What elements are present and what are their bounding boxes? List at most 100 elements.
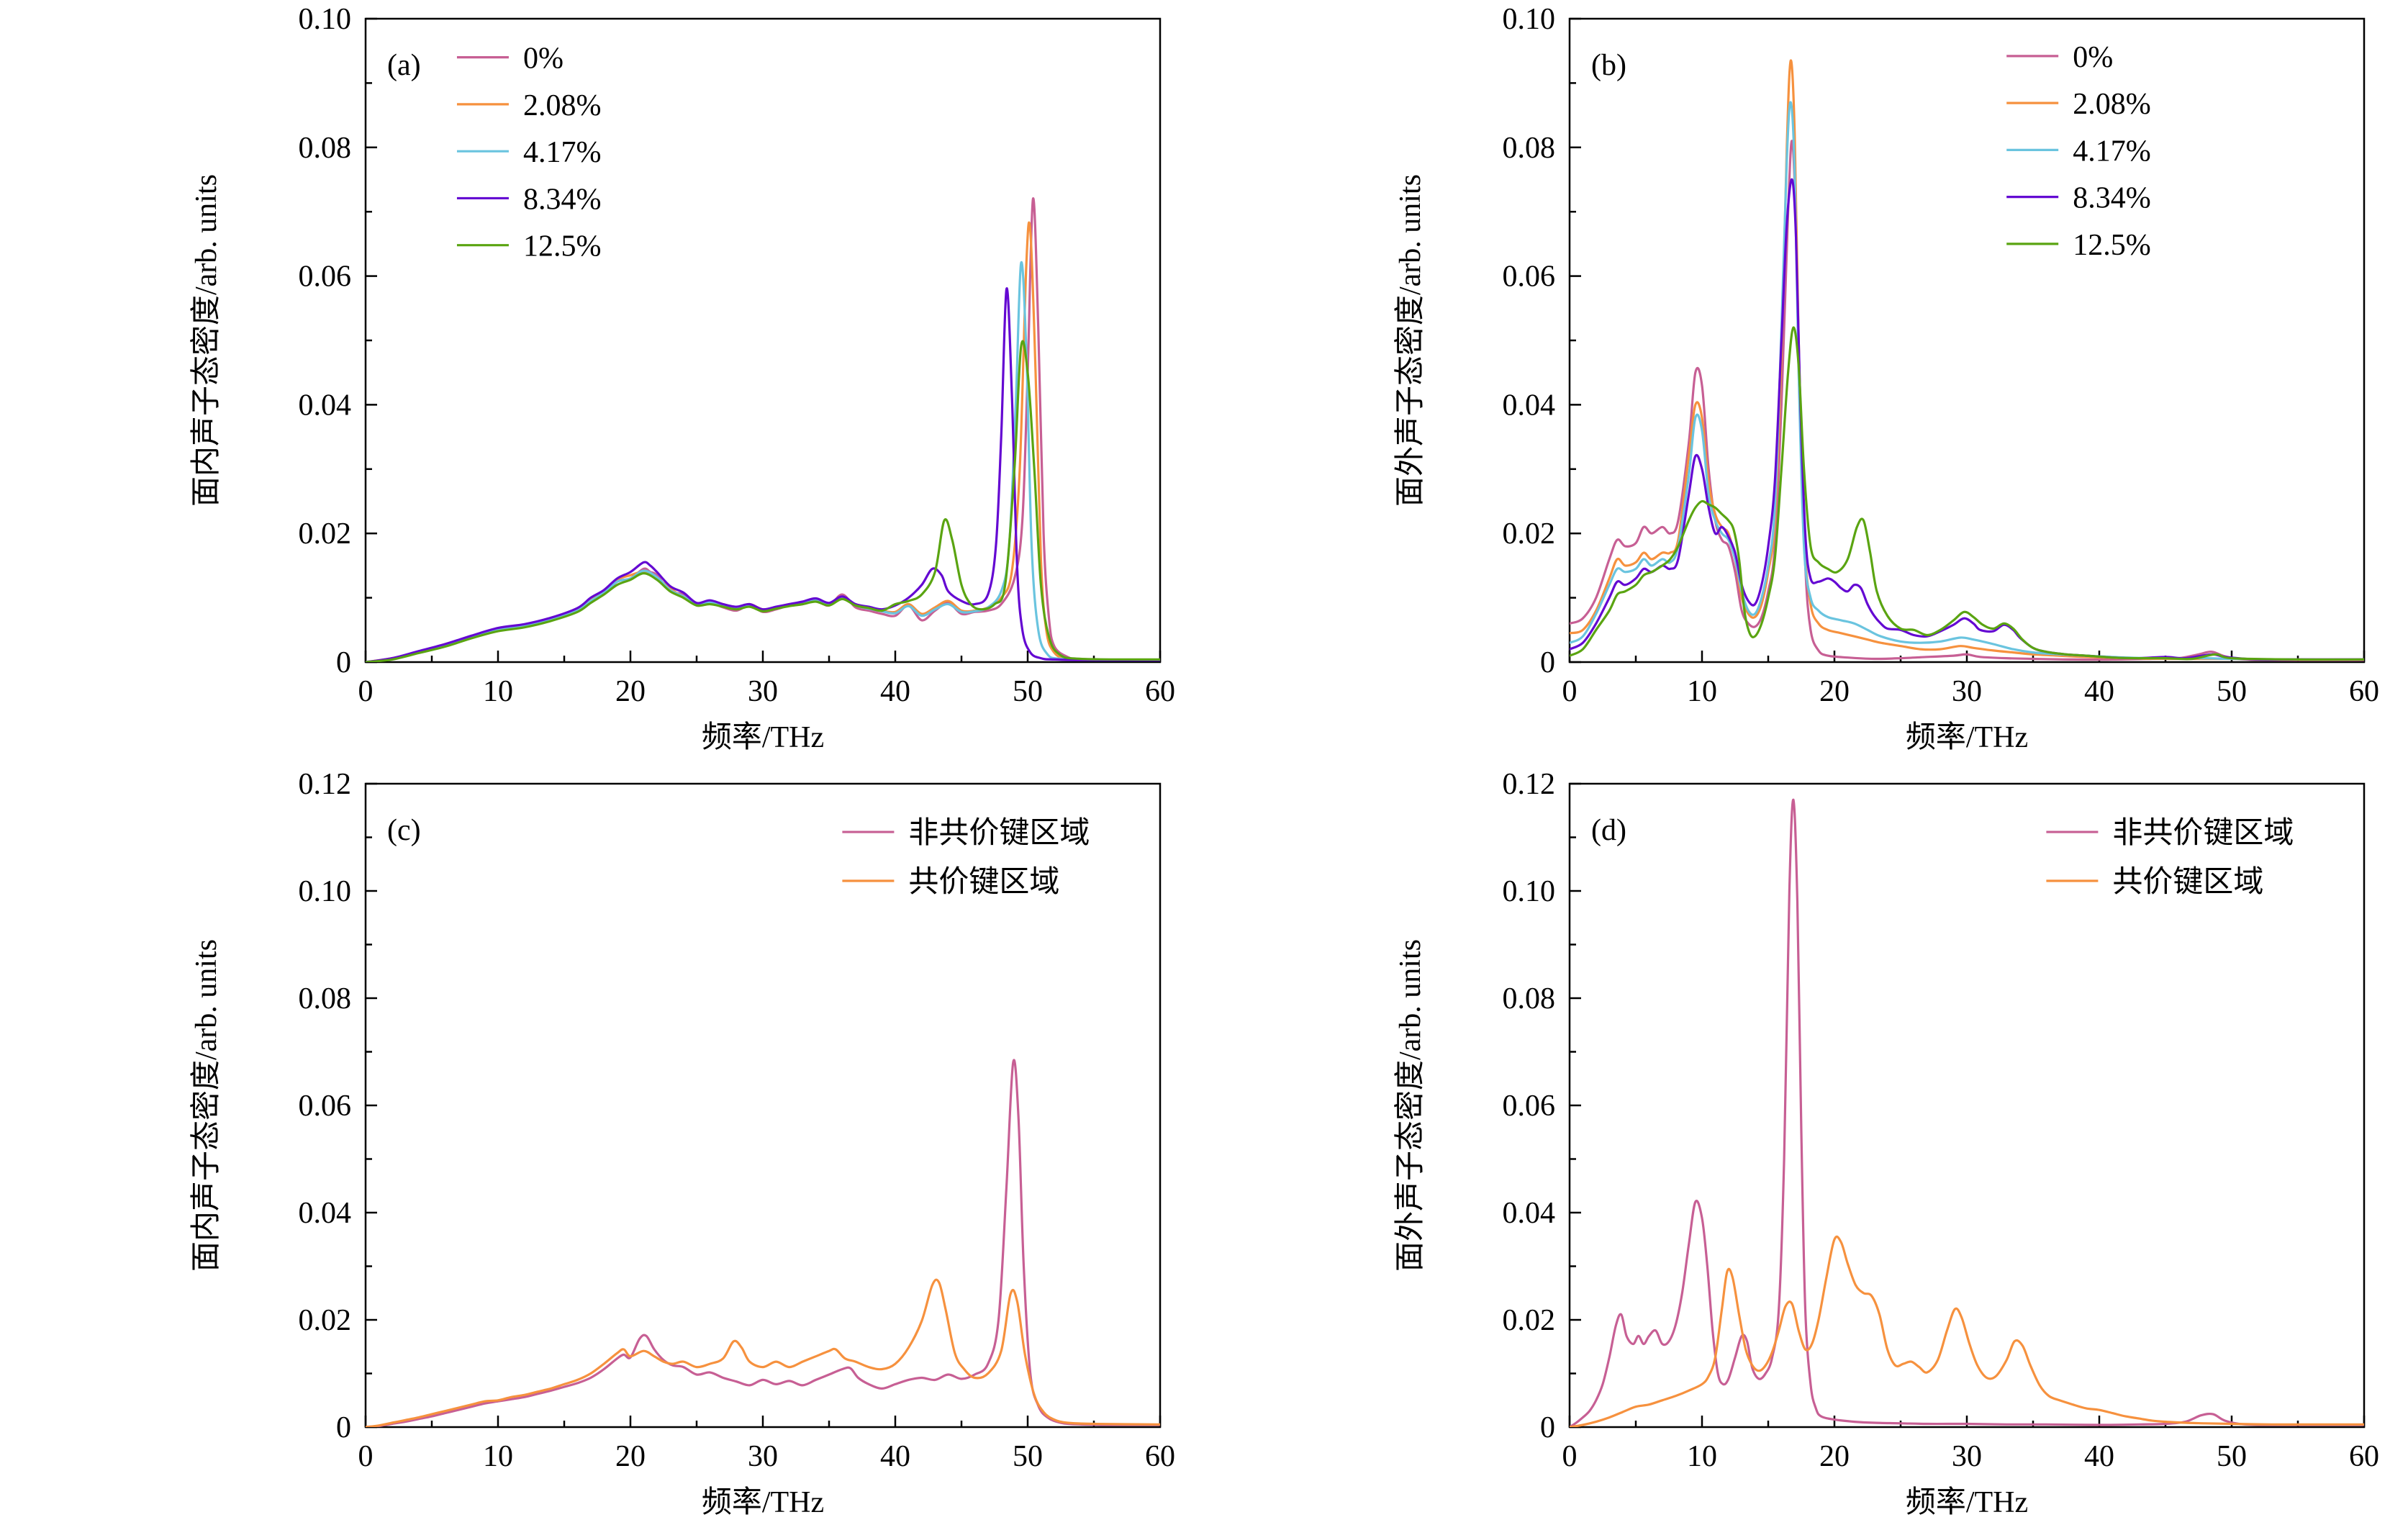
tick-marks (364, 782, 1162, 1429)
x-tick-label: 40 (880, 1440, 910, 1473)
y-tick-label: 0 (1540, 646, 1555, 679)
series-line-3 (1570, 178, 2364, 661)
y-tick-label: 0.12 (1503, 768, 1556, 801)
y-tick-label: 0 (336, 646, 351, 679)
x-tick-label: 40 (2084, 1440, 2114, 1473)
y-tick-label: 0.10 (299, 3, 352, 36)
x-tick-label: 30 (1952, 675, 1982, 708)
chart-c: 0 10 20 30 40 50 60 0 0.02 0.04 0.06 0.08 0.10 0.12 频率… (189, 768, 1175, 1519)
x-tick-label: 0 (1562, 675, 1578, 708)
y-tick-label: 0.08 (1503, 982, 1556, 1015)
x-tick-label: 10 (1687, 1440, 1717, 1473)
panel-d: 0 10 20 30 40 50 60 0 0.02 0.04 0.06 0.08 0.10 0.12 频率… (1204, 765, 2408, 1530)
tick-marks (1568, 17, 2366, 664)
x-tick-label: 10 (483, 675, 513, 708)
legend-label-0: 0% (2073, 41, 2113, 74)
panel-tag: (b) (1591, 49, 1626, 82)
legend-label-2: 4.17% (523, 136, 602, 169)
legend-label-4: 12.5% (2073, 229, 2151, 262)
x-tick-label: 30 (748, 1440, 778, 1473)
y-tick-label: 0.08 (1503, 132, 1556, 165)
y-tick-label: 0.08 (299, 132, 352, 165)
series-line-2 (1570, 101, 2364, 661)
x-tick-label: 50 (2217, 1440, 2247, 1473)
x-axis-label: 频率/THz (1906, 1485, 2028, 1519)
y-tick-label: 0.04 (1503, 389, 1556, 422)
y-tick-label: 0.10 (299, 875, 352, 908)
y-tick-label: 0.06 (299, 1090, 352, 1123)
legend-label-1: 共价键区域 (2112, 866, 2263, 899)
x-axis-label: 频率/THz (1906, 720, 2028, 754)
series-line-0 (1570, 798, 2364, 1427)
legend-label-2: 4.17% (2073, 135, 2151, 168)
y-tick-label: 0.10 (1503, 875, 1556, 908)
x-tick-label: 60 (1145, 1440, 1175, 1473)
y-tick-label: 0.08 (299, 982, 352, 1015)
y-tick-label: 0.04 (299, 389, 352, 422)
x-tick-label: 30 (748, 675, 778, 708)
axes-frame (1568, 17, 2366, 664)
y-tick-label: 0.02 (299, 517, 352, 551)
legend-label-1: 共价键区域 (908, 866, 1059, 899)
legend-label-3: 8.34% (523, 183, 602, 216)
x-tick-label: 60 (1145, 675, 1175, 708)
series-line-1 (366, 1278, 1160, 1427)
series-line-0 (366, 1059, 1160, 1427)
y-tick-label: 0 (1540, 1411, 1555, 1444)
panel-tag: (d) (1591, 814, 1626, 847)
y-tick-label: 0.06 (1503, 261, 1556, 294)
x-tick-label: 40 (880, 675, 910, 708)
y-tick-label: 0.12 (299, 768, 352, 801)
series-line-3 (366, 287, 1160, 662)
y-tick-label: 0.04 (299, 1197, 352, 1230)
legend-label-0: 非共价键区域 (2112, 817, 2294, 850)
x-axis-label: 频率/THz (702, 1485, 824, 1519)
legend-label-4: 12.5% (523, 230, 602, 263)
series-line-1 (1570, 1235, 2364, 1427)
x-axis-label: 频率/THz (702, 720, 824, 754)
series-line-0 (1570, 140, 2364, 661)
chart-b: 0 10 20 30 40 50 60 0 0.02 0.04 0.06 0.08 0.10 频率/THz… (1393, 3, 2379, 754)
x-tick-label: 10 (1687, 675, 1717, 708)
y-axis-label: 面内声子态密度/arb. units (189, 939, 223, 1272)
y-tick-label: 0.06 (299, 261, 352, 294)
y-axis-label: 面内声子态密度/arb. units (189, 174, 223, 507)
panel-a: 0 10 20 30 40 50 60 0 0.02 0.04 0.06 0.08 0.10 频率/THz… (0, 0, 1204, 765)
series-line-1 (1570, 59, 2364, 661)
legend-label-0: 非共价键区域 (908, 817, 1090, 850)
x-tick-label: 50 (1013, 675, 1043, 708)
y-tick-label: 0.06 (1503, 1090, 1556, 1123)
chart-d: 0 10 20 30 40 50 60 0 0.02 0.04 0.06 0.08 0.10 0.12 频率… (1393, 768, 2379, 1519)
x-tick-label: 20 (1819, 1440, 1850, 1473)
x-tick-label: 60 (2349, 1440, 2379, 1473)
legend-label-3: 8.34% (2073, 182, 2151, 215)
y-tick-label: 0.02 (1503, 1304, 1556, 1337)
x-tick-label: 10 (483, 1440, 513, 1473)
x-tick-label: 60 (2349, 675, 2379, 708)
legend-label-1: 2.08% (2073, 88, 2151, 121)
x-tick-label: 40 (2084, 675, 2114, 708)
x-tick-label: 0 (1562, 1440, 1578, 1473)
panel-b: 0 10 20 30 40 50 60 0 0.02 0.04 0.06 0.08 0.10 频率/THz… (1204, 0, 2408, 765)
panel-c: 0 10 20 30 40 50 60 0 0.02 0.04 0.06 0.08 0.10 0.12 频率… (0, 765, 1204, 1530)
panel-tag: (a) (387, 49, 421, 82)
x-tick-label: 50 (1013, 1440, 1043, 1473)
x-tick-label: 20 (615, 675, 646, 708)
x-tick-label: 0 (358, 675, 374, 708)
x-tick-label: 30 (1952, 1440, 1982, 1473)
chart-a: 0 10 20 30 40 50 60 0 0.02 0.04 0.06 0.08 0.10 频率/THz… (189, 3, 1175, 754)
x-tick-label: 20 (1819, 675, 1850, 708)
y-tick-label: 0.04 (1503, 1197, 1556, 1230)
y-tick-label: 0 (336, 1411, 351, 1444)
panel-tag: (c) (387, 814, 421, 847)
legend-label-1: 2.08% (523, 89, 602, 122)
series-line-4 (366, 340, 1160, 662)
y-tick-label: 0.02 (1503, 517, 1556, 551)
x-tick-label: 20 (615, 1440, 646, 1473)
y-axis-label: 面外声子态密度/arb. units (1393, 174, 1427, 507)
series-line-4 (1570, 326, 2364, 661)
x-tick-label: 0 (358, 1440, 374, 1473)
y-axis-label: 面外声子态密度/arb. units (1393, 939, 1427, 1272)
y-tick-label: 0.10 (1503, 3, 1556, 36)
